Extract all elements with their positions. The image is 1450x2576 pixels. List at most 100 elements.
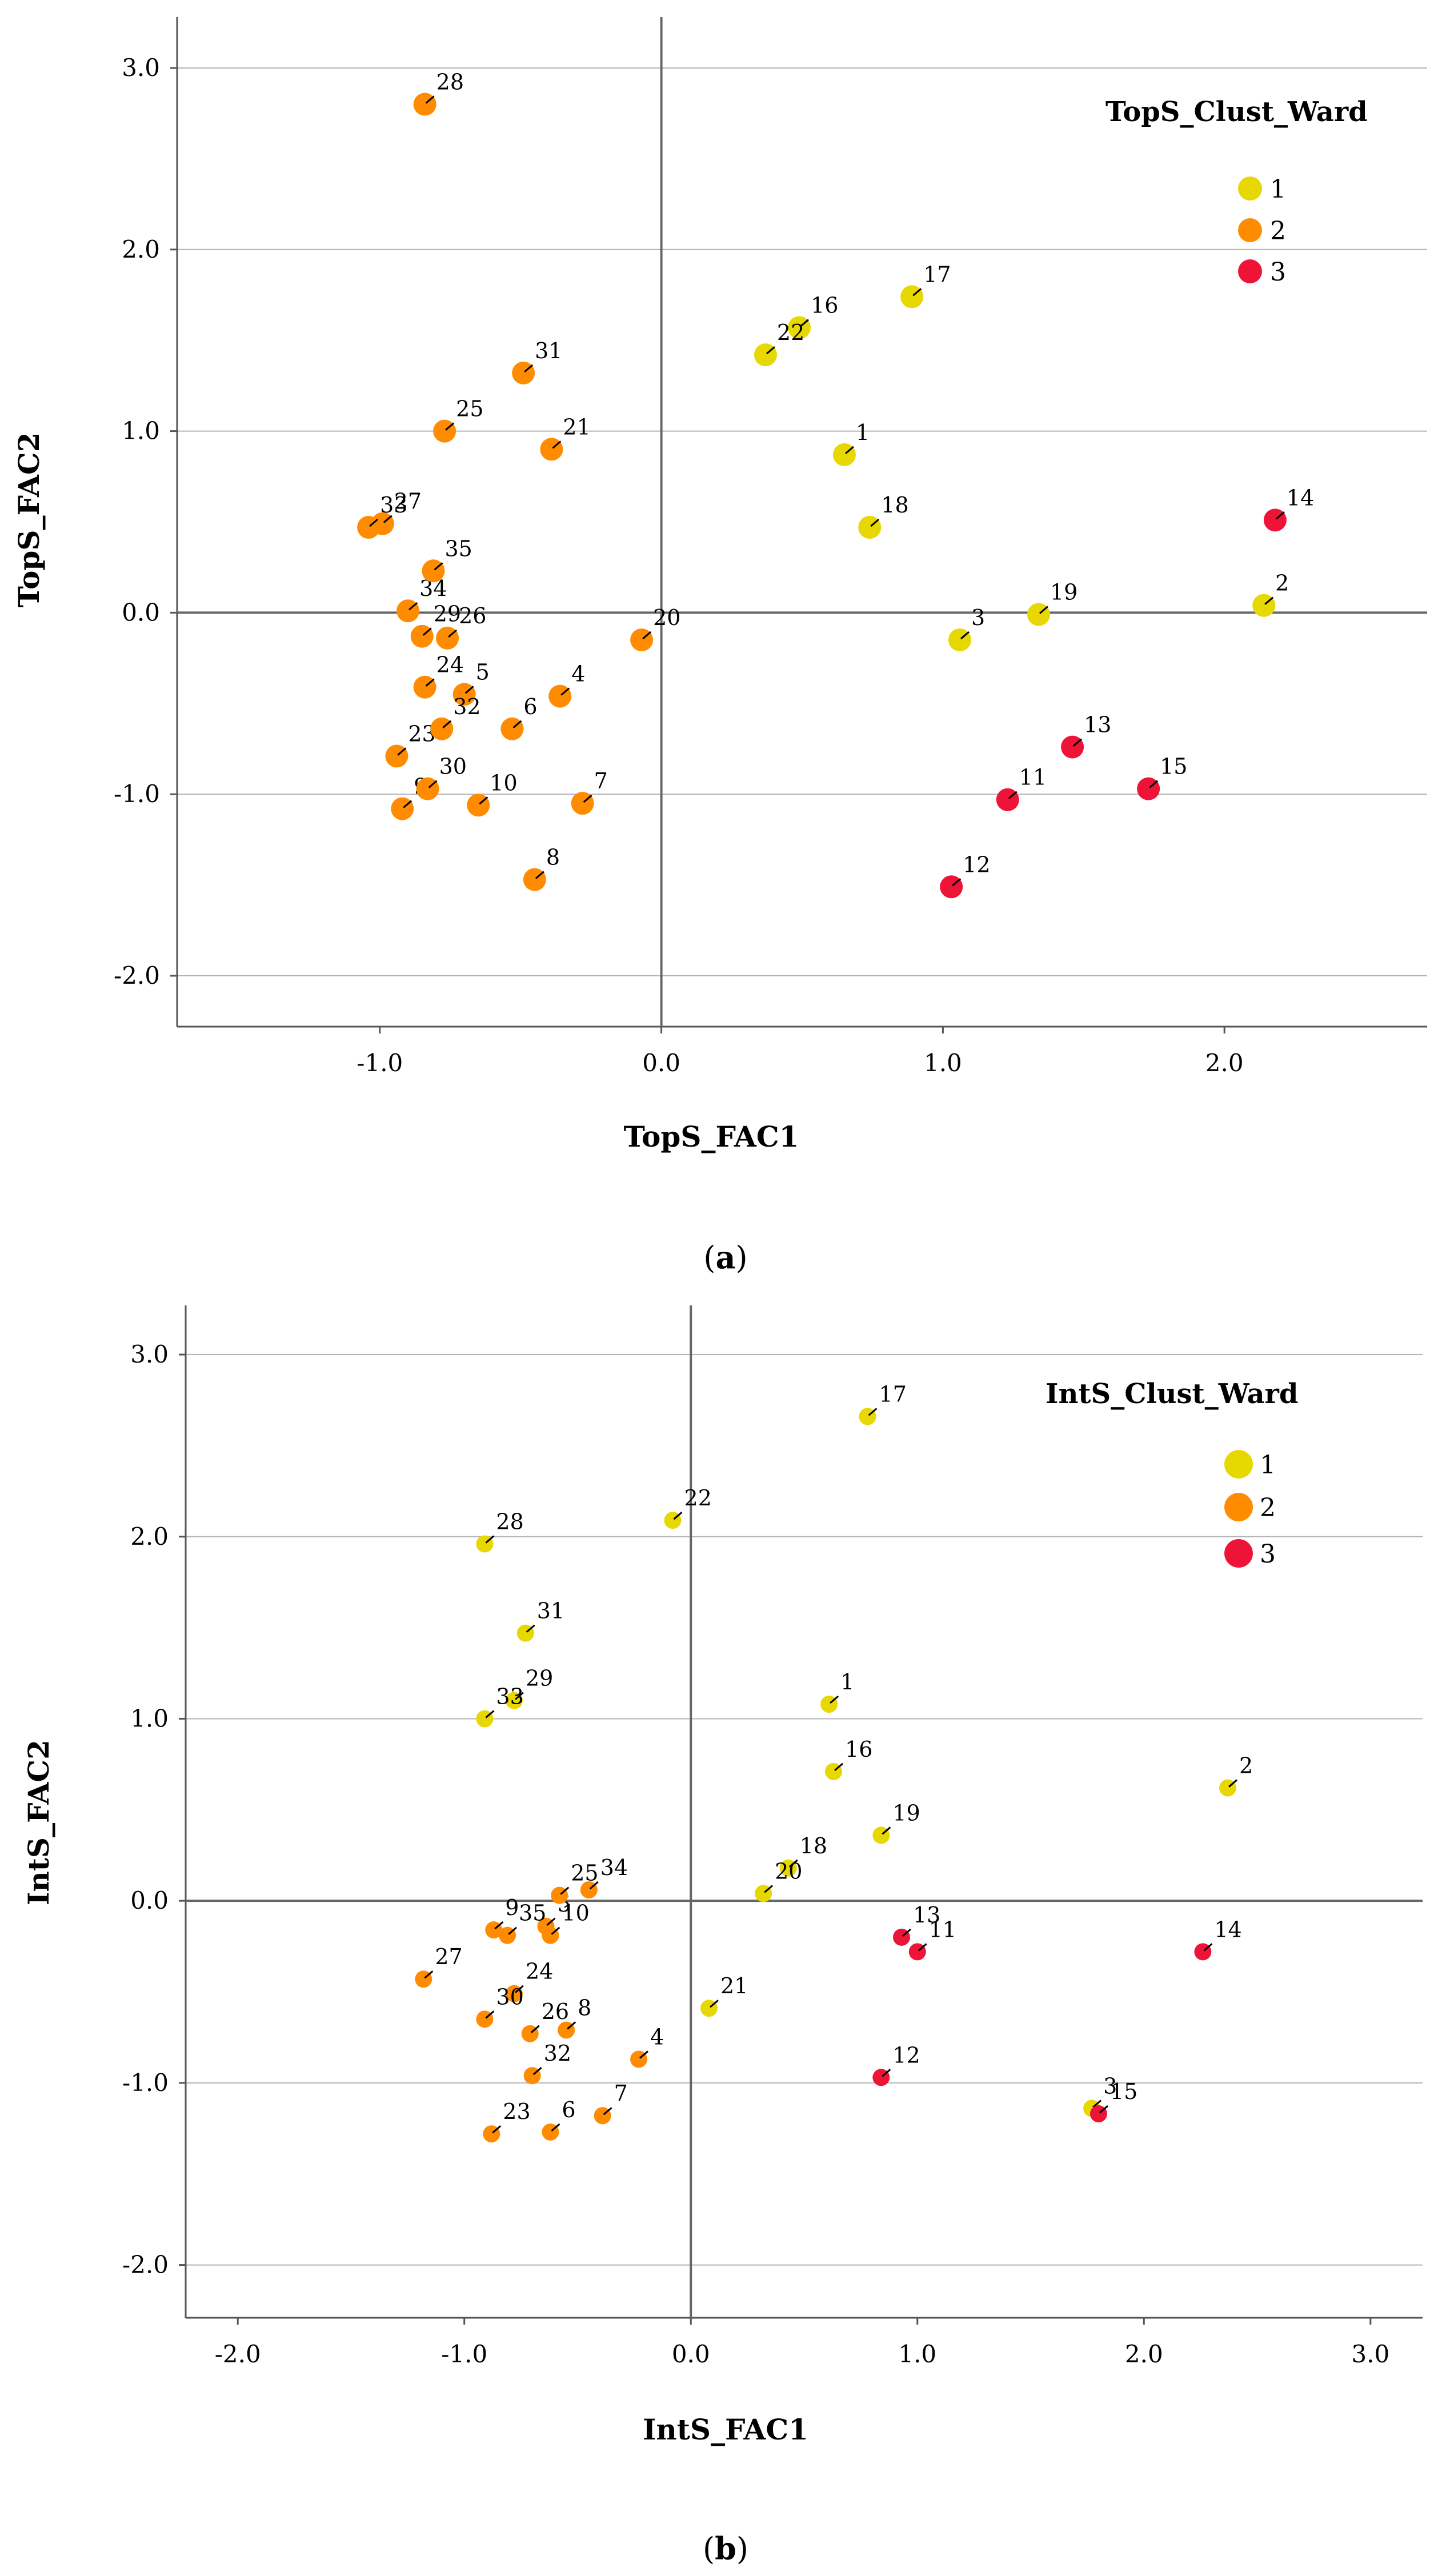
point-leader-line	[445, 422, 455, 431]
point-label: 7	[594, 768, 608, 794]
point-label: 17	[923, 262, 951, 287]
point-leader-line	[1228, 1779, 1237, 1788]
point-label: 13	[913, 1902, 940, 1928]
point-label: 6	[562, 2097, 575, 2122]
point-leader-line	[960, 631, 970, 640]
x-tick-label: -1.0	[357, 1049, 403, 1077]
point-leader-line	[603, 2107, 612, 2116]
point-leader-line	[882, 2069, 891, 2077]
point-label: 14	[1287, 485, 1314, 510]
point-leader-line	[530, 2025, 540, 2033]
y-tick-label: 1.0	[130, 1704, 169, 1732]
point-leader-line	[912, 288, 922, 297]
point-leader-line	[485, 1710, 495, 1718]
point-leader-line	[589, 1881, 599, 1890]
point-leader-line	[535, 871, 544, 879]
point-label: 30	[439, 754, 467, 779]
point-label: 29	[526, 1666, 553, 1691]
point-label: 13	[1084, 712, 1111, 738]
panel-label: (a)	[703, 1239, 747, 1276]
point-leader-line	[479, 796, 488, 805]
legend-label: 1	[1260, 1451, 1276, 1480]
point-label: 10	[490, 770, 517, 795]
legend-title: IntS_Clust_Ward	[1046, 1378, 1298, 1410]
y-axis-label: TopS_FAC2	[12, 432, 46, 608]
x-tick-label: -2.0	[215, 2340, 261, 2368]
point-leader-line	[546, 1917, 556, 1926]
point-leader-line	[1275, 511, 1285, 520]
point-leader-line	[442, 720, 452, 728]
point-label: 9	[505, 1895, 519, 1920]
point-label: 21	[720, 1973, 748, 1998]
point-leader-line	[512, 720, 522, 728]
point-leader-line	[1008, 791, 1018, 799]
legend-title: TopS_Clust_Ward	[1105, 96, 1368, 128]
point-leader-line	[514, 1985, 524, 1993]
point-label: 16	[845, 1737, 872, 1762]
point-label: 35	[444, 536, 472, 561]
x-axis-label: TopS_FAC1	[624, 1120, 799, 1153]
point-leader-line	[1073, 738, 1083, 747]
point-label: 15	[1110, 2079, 1137, 2104]
point-label: 12	[892, 2042, 920, 2068]
point-leader-line	[526, 1624, 535, 1633]
point-label: 19	[1050, 580, 1078, 605]
point-leader-line	[551, 1926, 560, 1935]
point-leader-line	[428, 780, 438, 788]
point-leader-line	[485, 2010, 495, 2019]
point-leader-line	[642, 631, 652, 640]
legend-marker	[1224, 1450, 1253, 1479]
legend-marker	[1238, 259, 1262, 283]
point-leader-line	[425, 678, 435, 687]
y-tick-label: -1.0	[122, 2069, 169, 2097]
point-leader-line	[673, 1511, 683, 1520]
point-label: 29	[434, 602, 461, 627]
point-leader-line	[882, 1826, 891, 1835]
point-leader-line	[830, 1695, 839, 1704]
point-label: 19	[892, 1800, 920, 1825]
point-label: 25	[571, 1861, 598, 1886]
point-label: 35	[519, 1901, 546, 1926]
point-leader-line	[1203, 1943, 1213, 1952]
point-label: 4	[571, 662, 585, 687]
point-leader-line	[918, 1943, 927, 1952]
point-label: 1	[840, 1669, 854, 1694]
point-label: 24	[526, 1959, 553, 1984]
point-leader-line	[422, 627, 432, 636]
panel-a-scatter: -2.0 -1.0 0.0 1.0 2.0 3.0 -1.0 0.0 1.0 2.0 TopS_FA…	[12, 17, 1427, 1276]
point-leader-line	[1092, 2100, 1102, 2108]
point-leader-line	[551, 2123, 560, 2132]
point-label: 8	[578, 1995, 591, 2020]
point-label: 21	[563, 414, 590, 439]
y-tick-label: 3.0	[130, 1340, 169, 1368]
x-tick-label: 2.0	[1125, 2340, 1163, 2368]
point-label: 6	[523, 694, 537, 719]
y-tick-label: -2.0	[114, 962, 160, 989]
point-label: 28	[496, 1509, 523, 1535]
point-leader-line	[532, 2066, 542, 2076]
point-label: 2	[1239, 1753, 1253, 1778]
point-label: 16	[811, 293, 838, 318]
point-leader-line	[434, 562, 443, 571]
y-tick-label: -1.0	[114, 780, 160, 808]
point-leader-line	[844, 446, 854, 455]
point-leader-line	[639, 2050, 649, 2059]
legend-label: 3	[1260, 1540, 1276, 1569]
point-label: 4	[650, 2024, 664, 2049]
point-leader-line	[1264, 596, 1274, 605]
point-leader-line	[788, 1859, 798, 1868]
point-label: 33	[380, 492, 407, 518]
point-label: 34	[600, 1855, 628, 1880]
point-label: 24	[436, 652, 464, 678]
y-tick-label: 3.0	[122, 54, 160, 82]
legend-marker	[1224, 1539, 1253, 1568]
x-tick-label: 1.0	[898, 2340, 936, 2368]
y-tick-label: -2.0	[122, 2251, 169, 2279]
legend-marker	[1238, 177, 1262, 201]
point-leader-line	[560, 1886, 570, 1895]
point-leader-line	[524, 364, 534, 373]
point-label: 33	[496, 1684, 523, 1709]
point-leader-line	[834, 1762, 844, 1772]
point-leader-line	[508, 1926, 518, 1935]
